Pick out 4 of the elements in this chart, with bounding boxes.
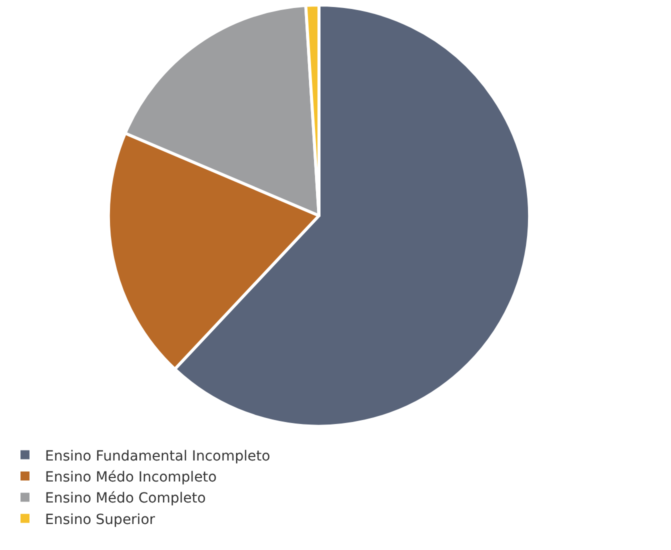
legend-label: Ensino Médo Completo [45,490,206,507]
legend-label: Ensino Médo Incompleto [45,469,217,486]
legend-label: Ensino Superior [45,512,156,528]
legend-label: Ensino Fundamental Incompleto [45,448,270,464]
